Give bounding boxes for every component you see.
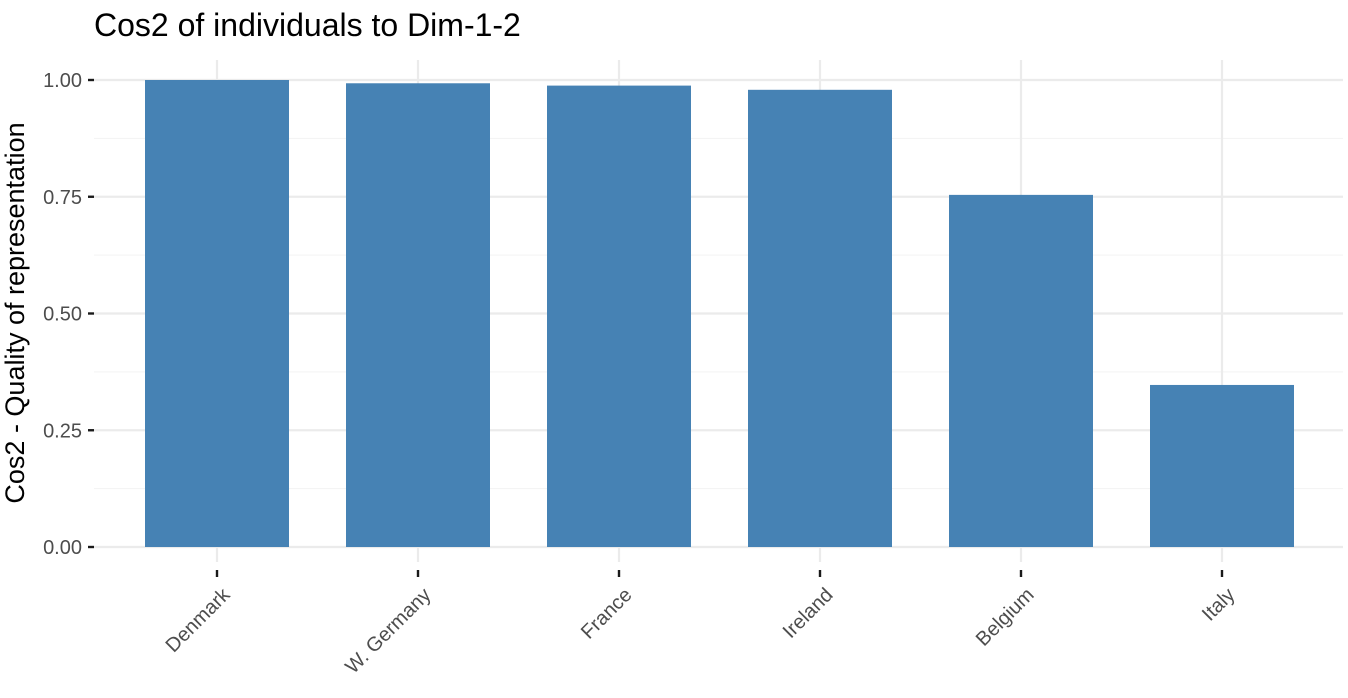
bar-ireland bbox=[748, 89, 892, 547]
y-tick-label: 0.25 bbox=[43, 420, 82, 442]
bar-belgium bbox=[949, 194, 1093, 547]
bar-italy bbox=[1150, 384, 1294, 547]
bars bbox=[145, 80, 1294, 548]
y-axis-ticks: 0.00 0.25 0.50 0.75 1.00 bbox=[43, 70, 94, 559]
chart-title: Cos2 of individuals to Dim-1-2 bbox=[94, 7, 521, 43]
bar-denmark bbox=[145, 80, 289, 547]
x-tick-label: Ireland bbox=[779, 584, 838, 643]
x-tick-label: France bbox=[577, 584, 637, 644]
x-tick-label: Belgium bbox=[972, 584, 1039, 651]
y-tick-label: 1.00 bbox=[43, 70, 82, 92]
y-tick-label: 0.50 bbox=[43, 304, 82, 326]
x-tick-label: Denmark bbox=[162, 583, 236, 657]
bar-france bbox=[547, 85, 691, 547]
x-tick-label: W. Germany bbox=[341, 584, 435, 678]
x-axis-ticks: Denmark W. Germany France Ireland Belgium Ita… bbox=[162, 570, 1240, 678]
bar-w-germany bbox=[346, 83, 490, 548]
y-tick-label: 0.00 bbox=[43, 537, 82, 559]
y-axis-title: Cos2 - Quality of representation bbox=[0, 122, 30, 503]
x-tick-label: Italy bbox=[1198, 584, 1239, 625]
y-tick-label: 0.75 bbox=[43, 187, 82, 209]
